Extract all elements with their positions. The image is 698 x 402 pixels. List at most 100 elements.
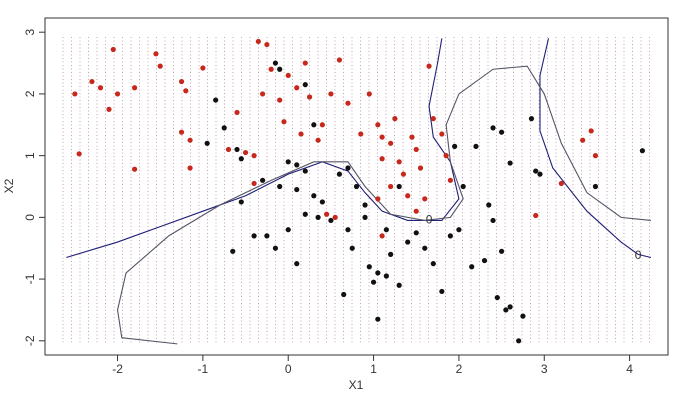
point [315,137,321,143]
point [332,214,338,220]
point [498,248,505,254]
point [294,186,300,193]
point [379,134,385,140]
point [294,85,300,91]
point [187,137,193,143]
point [486,202,492,208]
point [439,131,445,137]
point [260,91,266,97]
point [234,146,240,153]
point [409,134,415,140]
point [345,100,351,106]
point [238,156,244,162]
point [187,165,193,171]
point [422,245,428,251]
point [362,202,368,208]
point [285,72,291,79]
point [413,230,419,236]
point [520,313,526,319]
point [388,140,394,146]
y-tick-label: 0 [23,214,37,221]
point [178,129,185,135]
point [430,116,436,122]
point [200,65,206,71]
contour-label: 0 [426,213,433,227]
point [341,291,347,298]
point [370,279,377,285]
point [89,78,95,85]
point [375,270,381,276]
point [473,143,479,149]
point [345,165,351,171]
point [106,106,112,112]
point [302,168,308,174]
point [388,183,394,190]
point [366,264,372,270]
y-tick-label: 1 [23,152,37,159]
point [345,227,351,233]
point [439,288,445,295]
point [238,199,244,205]
point [447,177,453,183]
point [315,214,321,220]
plot-frame [44,17,669,356]
point [336,171,343,177]
point [452,143,458,149]
point [272,60,279,66]
point [251,153,257,159]
x-tick-label: 2 [456,362,463,376]
point [443,153,449,159]
point [349,245,355,251]
point [230,248,236,254]
y-tick-label: -1 [23,273,37,284]
point [456,227,462,233]
point [242,149,249,156]
point [422,196,428,202]
point [362,214,368,220]
point [588,128,594,134]
point [396,159,402,165]
point [498,129,505,135]
point [268,66,274,72]
point [255,38,261,45]
point [264,41,270,48]
point [379,156,385,162]
y-tick-label: -2 [23,335,37,346]
point [251,233,257,239]
point [132,166,138,172]
point [281,119,287,125]
point [469,264,475,270]
point [302,60,308,66]
contour-line [539,38,652,259]
y-axis-label: X2 [2,178,16,193]
point [592,153,599,159]
point [392,116,398,122]
contour-line [116,65,651,345]
point [533,168,539,174]
point [580,137,586,143]
point [277,66,283,72]
point [490,217,496,224]
point [302,82,308,88]
point [298,131,304,137]
x-tick-label: -2 [112,362,123,376]
point [353,183,360,190]
point [417,165,424,171]
point [213,97,219,103]
point [260,177,266,183]
point [277,97,283,103]
point [388,251,394,257]
point [204,140,210,146]
point [221,125,227,131]
point [336,57,343,63]
point [358,131,364,137]
point [285,159,291,165]
point [400,171,407,177]
point [490,125,496,131]
point [178,78,185,85]
point [328,91,334,97]
point [405,239,411,245]
y-tick-label: 2 [23,90,37,97]
point [383,227,389,233]
